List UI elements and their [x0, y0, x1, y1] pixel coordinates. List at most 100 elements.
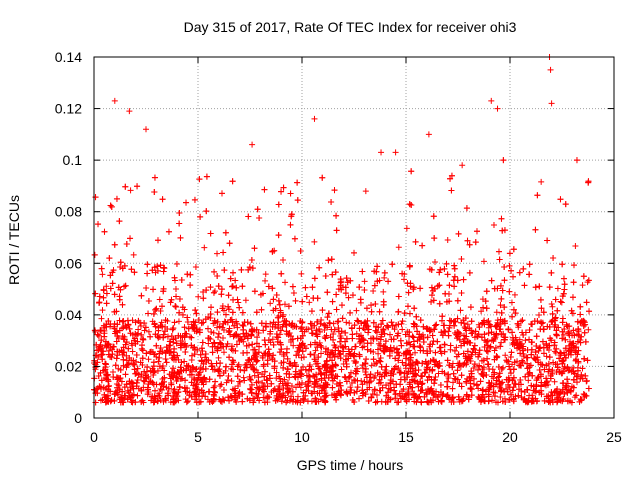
data-point: [177, 384, 183, 390]
data-point: [211, 385, 217, 391]
data-point: [249, 390, 255, 396]
data-point: [221, 267, 227, 273]
data-point: [201, 245, 207, 251]
data-point: [400, 318, 406, 324]
data-point: [365, 340, 371, 346]
data-point: [563, 201, 569, 207]
data-point: [226, 354, 232, 360]
data-point: [144, 270, 150, 276]
data-point: [192, 307, 198, 313]
data-point: [128, 266, 134, 272]
data-point: [159, 303, 165, 309]
data-point: [452, 274, 458, 280]
data-point: [452, 318, 458, 324]
data-point: [178, 364, 184, 370]
data-point: [290, 284, 296, 290]
data-point: [151, 399, 157, 405]
data-point: [223, 344, 229, 350]
data-point: [557, 196, 563, 202]
data-point: [164, 359, 170, 365]
data-point: [99, 271, 105, 277]
data-point: [517, 377, 523, 383]
data-point: [208, 304, 214, 310]
data-point: [437, 267, 443, 273]
data-point: [468, 385, 474, 391]
data-point: [553, 331, 559, 337]
data-point: [387, 332, 393, 338]
data-point: [352, 322, 358, 328]
data-point: [541, 350, 547, 356]
data-point: [577, 312, 583, 318]
data-point: [155, 335, 161, 341]
data-point: [381, 302, 387, 308]
data-point: [119, 302, 125, 308]
data-point: [512, 292, 518, 298]
data-point: [586, 385, 592, 391]
data-point: [205, 326, 211, 332]
data-point: [216, 331, 222, 337]
data-point: [525, 377, 531, 383]
data-point: [370, 288, 376, 294]
data-point: [355, 384, 361, 390]
data-point: [547, 284, 553, 290]
data-point: [417, 285, 423, 291]
data-point: [200, 295, 206, 301]
data-point: [437, 301, 443, 307]
data-point: [193, 311, 199, 317]
data-point: [152, 307, 158, 313]
data-point: [385, 278, 391, 284]
data-point: [183, 200, 189, 206]
data-point: [492, 348, 498, 354]
data-point: [292, 236, 298, 242]
data-point: [484, 305, 490, 311]
data-point: [549, 304, 555, 310]
data-point: [585, 327, 591, 333]
data-point: [316, 326, 322, 332]
data-point: [199, 320, 205, 326]
data-point: [249, 341, 255, 347]
data-point: [407, 263, 413, 269]
data-point: [489, 337, 495, 343]
data-point: [468, 304, 474, 310]
data-point: [494, 309, 500, 315]
data-point: [363, 188, 369, 194]
data-point: [179, 277, 185, 283]
data-point: [138, 323, 144, 329]
data-point: [461, 277, 467, 283]
data-point: [192, 197, 198, 203]
data-point: [176, 221, 182, 227]
data-point: [143, 350, 149, 356]
data-point: [208, 230, 214, 236]
data-point: [92, 252, 98, 258]
data-point: [285, 366, 291, 372]
data-point: [506, 289, 512, 295]
data-point: [565, 323, 571, 329]
data-point: [223, 364, 229, 370]
data-point: [432, 350, 438, 356]
data-point: [306, 299, 312, 305]
data-point: [230, 283, 236, 289]
data-point: [432, 323, 438, 329]
data-point: [564, 376, 570, 382]
data-point: [478, 378, 484, 384]
data-point: [457, 307, 463, 313]
data-point: [501, 277, 507, 283]
data-point: [294, 180, 300, 186]
data-point: [498, 216, 504, 222]
data-point: [123, 283, 129, 289]
data-point: [312, 275, 318, 281]
data-point: [418, 317, 424, 323]
data-point: [248, 387, 254, 393]
data-point: [507, 250, 513, 256]
data-point: [462, 324, 468, 330]
data-point: [548, 270, 554, 276]
data-point: [488, 344, 494, 350]
data-point: [256, 215, 262, 221]
data-point: [215, 334, 221, 340]
data-point: [318, 371, 324, 377]
data-point: [276, 202, 282, 208]
data-point: [272, 386, 278, 392]
data-point: [380, 317, 386, 323]
data-point: [508, 268, 514, 274]
data-point: [485, 318, 491, 324]
